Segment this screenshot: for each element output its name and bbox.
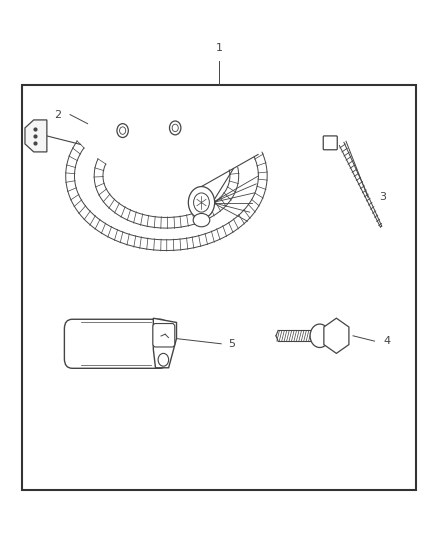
Text: 3: 3 bbox=[379, 192, 386, 202]
Text: 2: 2 bbox=[54, 110, 61, 119]
Polygon shape bbox=[324, 318, 349, 353]
Circle shape bbox=[120, 127, 126, 134]
Text: 5: 5 bbox=[228, 339, 235, 349]
Text: 4: 4 bbox=[383, 336, 390, 346]
Polygon shape bbox=[153, 318, 177, 368]
Circle shape bbox=[158, 353, 169, 366]
Ellipse shape bbox=[193, 213, 210, 227]
Text: 1: 1 bbox=[215, 43, 223, 53]
Bar bbox=[22, 85, 416, 490]
Circle shape bbox=[310, 324, 329, 348]
FancyBboxPatch shape bbox=[153, 324, 175, 347]
Polygon shape bbox=[25, 120, 47, 152]
Circle shape bbox=[117, 124, 128, 138]
Circle shape bbox=[188, 187, 215, 219]
Circle shape bbox=[170, 121, 181, 135]
Circle shape bbox=[194, 193, 209, 212]
FancyBboxPatch shape bbox=[64, 319, 168, 368]
FancyBboxPatch shape bbox=[323, 136, 337, 150]
Circle shape bbox=[172, 124, 178, 132]
